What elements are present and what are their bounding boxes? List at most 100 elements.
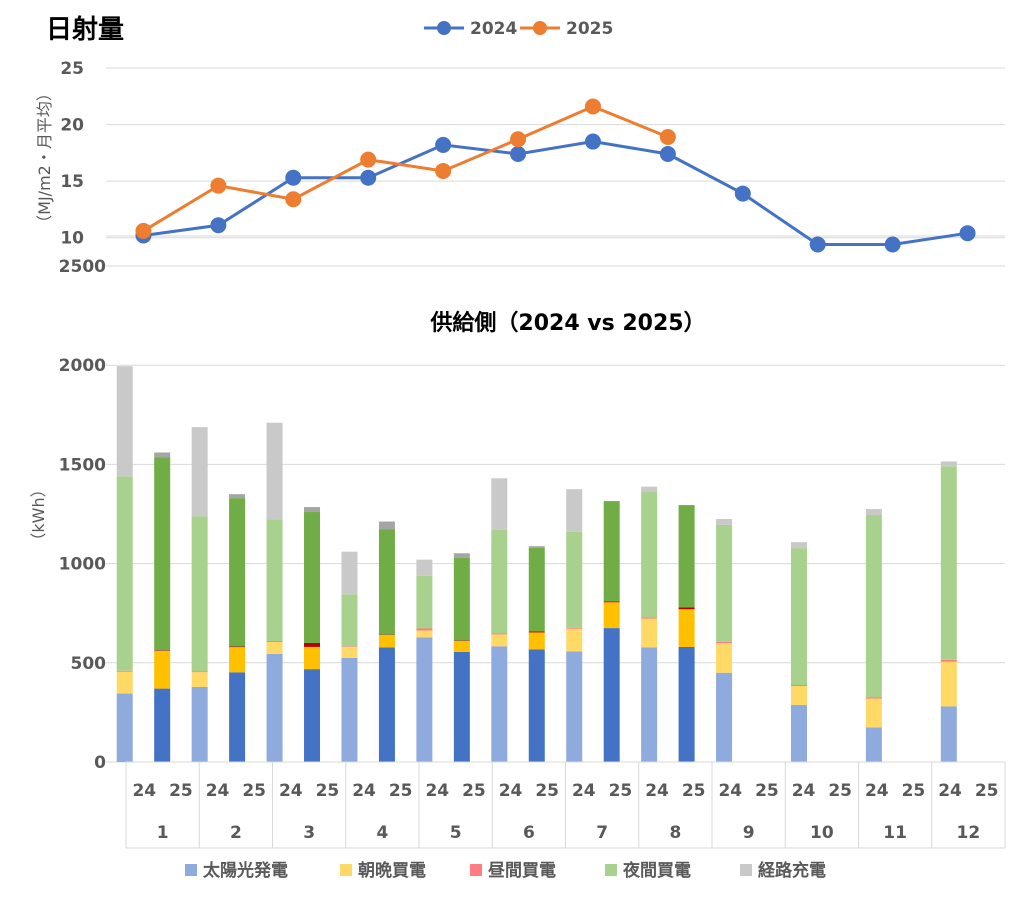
bar-segment-夜間買電-2024-m5: [416, 575, 433, 629]
bar-segment-夜間買電-2024-m10: [790, 548, 807, 686]
bar-segment-朝晩買電-2024-m12: [940, 661, 957, 707]
line-chart-grid: [106, 67, 1005, 239]
bar-segment-太陽光発電-2024-m3: [266, 653, 283, 762]
bar-segment-太陽光発電-2025-m6: [528, 649, 545, 762]
line-point-2024: [210, 217, 227, 234]
x-sub-category-label: 25: [828, 781, 852, 801]
bar-segment-昼間買電-2025-m8: [678, 607, 695, 610]
line-y-tick-label: 10: [60, 229, 84, 249]
bar-segment-経路充電-2024-m5: [416, 559, 433, 576]
bar-segment-太陽光発電-2024-m8: [641, 647, 658, 762]
bar-segment-昼間買電-2025-m1: [154, 650, 171, 651]
bar-segment-経路充電-2025-m4: [378, 521, 395, 530]
line-chart-y-ticks: 25 20 15 10: [60, 59, 84, 249]
bar-segment-朝晩買電-2025-m5: [453, 640, 470, 652]
bar-segment-太陽光発電-2024-m6: [491, 646, 508, 762]
bar-chart-bars: [116, 366, 957, 762]
x-sub-category-label: 24: [425, 781, 449, 801]
bar-segment-経路充電-2025-m3: [304, 507, 321, 513]
legend-swatch-夜間買電: [605, 864, 617, 876]
bar-segment-昼間買電-2024-m1: [116, 670, 133, 672]
line-point-2024: [435, 136, 452, 153]
bar-segment-朝晩買電-2025-m7: [603, 602, 620, 629]
bar-segment-夜間買電-2025-m8: [678, 505, 695, 608]
bar-segment-朝晩買電-2025-m4: [378, 635, 395, 648]
bar-segment-太陽光発電-2024-m12: [940, 706, 957, 762]
bar-chart-legend: 太陽光発電 朝晩買電 昼間買電 夜間買電 経路充電: [185, 860, 826, 881]
bar-segment-夜間買電-2024-m6: [491, 529, 508, 634]
bar-segment-太陽光発電-2025-m2: [229, 672, 246, 762]
bar-y-tick-label: 0: [94, 753, 106, 773]
bar-segment-昼間買電-2024-m11: [865, 697, 882, 699]
line-chart-title: 日射量: [46, 15, 124, 45]
x-sub-category-label: 25: [609, 781, 633, 801]
legend-label-夜間買電: 夜間買電: [622, 860, 691, 881]
bar-segment-太陽光発電-2025-m7: [603, 628, 620, 762]
bar-segment-経路充電-2024-m7: [566, 489, 583, 532]
bar-segment-昼間買電-2024-m12: [940, 659, 957, 662]
bar-segment-昼間買電-2025-m6: [528, 631, 545, 633]
bar-segment-朝晩買電-2024-m11: [865, 698, 882, 728]
x-category-label: 10: [810, 823, 834, 843]
x-category-label: 9: [743, 823, 755, 843]
x-sub-category-label: 24: [352, 781, 376, 801]
bar-segment-太陽光発電-2024-m7: [566, 651, 583, 762]
x-sub-category-label: 25: [169, 781, 193, 801]
line-point-2025: [360, 151, 377, 168]
line-point-2025: [584, 98, 601, 115]
bar-chart-x-axis: 24 25 1 24 25 2 24 25 3 24 25 4 24 25 5 24 25 6 24 25 7 24 25 8…: [125, 761, 1006, 849]
bar-segment-経路充電-2024-m10: [790, 542, 807, 549]
bar-segment-昼間買電-2025-m7: [603, 601, 620, 603]
line-chart-series: [135, 98, 976, 253]
bar-segment-太陽光発電-2024-m10: [790, 704, 807, 762]
bar-segment-朝晩買電-2025-m6: [528, 632, 545, 650]
line-series-2025: [142, 104, 669, 233]
bar-segment-夜間買電-2025-m2: [229, 498, 246, 647]
bar-segment-経路充電-2024-m4: [341, 551, 358, 595]
bar-segment-朝晩買電-2024-m4: [341, 646, 358, 658]
x-sub-category-label: 24: [279, 781, 303, 801]
x-sub-category-label: 24: [572, 781, 596, 801]
line-chart-legend: 2024 2025: [424, 19, 613, 39]
legend-label-2024: 2024: [470, 19, 517, 39]
line-point-2024: [360, 169, 377, 186]
bar-segment-太陽光発電-2025-m4: [378, 647, 395, 762]
bar-y-tick-label: 1000: [59, 555, 106, 575]
x-sub-category-label: 24: [206, 781, 230, 801]
bar-y-tick-label: 2500: [59, 257, 106, 277]
legend-swatch-経路充電: [740, 864, 752, 876]
bar-segment-昼間買電-2024-m9: [716, 641, 733, 643]
bar-segment-朝晩買電-2024-m9: [716, 642, 733, 673]
line-y-tick-label: 25: [60, 59, 84, 79]
bar-segment-経路充電-2024-m3: [266, 422, 283, 520]
x-sub-category-label: 25: [316, 781, 340, 801]
line-point-2025: [659, 129, 676, 146]
line-point-2024: [959, 225, 976, 242]
bar-segment-朝晩買電-2024-m2: [191, 672, 208, 688]
bar-segment-昼間買電-2025-m2: [229, 646, 246, 648]
line-point-2025: [135, 222, 152, 239]
legend-marker-2024: [437, 21, 451, 35]
legend-label-経路充電: 経路充電: [758, 860, 826, 881]
bar-segment-朝晩買電-2025-m8: [678, 609, 695, 647]
x-sub-category-label: 25: [389, 781, 413, 801]
bar-segment-夜間買電-2024-m9: [716, 524, 733, 642]
legend-swatch-太陽光発電: [185, 864, 197, 876]
bar-segment-経路充電-2025-m5: [453, 553, 470, 558]
line-point-2025: [210, 177, 227, 194]
bar-segment-太陽光発電-2025-m8: [678, 646, 695, 762]
bar-segment-昼間買電-2024-m4: [341, 646, 358, 647]
bar-segment-昼間買電-2024-m3: [266, 640, 283, 642]
line-y-tick-label: 20: [60, 116, 84, 136]
x-category-label: 1: [157, 823, 169, 843]
bar-y-tick-label: 500: [71, 654, 107, 674]
bar-y-tick-label: 2000: [59, 356, 106, 376]
line-point-2024: [734, 185, 751, 202]
bar-segment-経路充電-2024-m2: [191, 427, 208, 517]
bar-segment-経路充電-2025-m1: [154, 452, 171, 458]
legend-label-2025: 2025: [566, 19, 613, 39]
legend-label-太陽光発電: 太陽光発電: [203, 860, 288, 881]
x-sub-category-label: 24: [865, 781, 889, 801]
line-point-2024: [285, 169, 302, 186]
